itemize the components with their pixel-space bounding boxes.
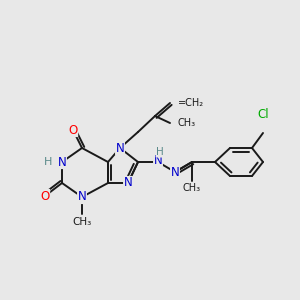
Text: CH₃: CH₃	[178, 118, 196, 128]
Text: N: N	[58, 155, 66, 169]
Text: H: H	[44, 157, 52, 167]
Text: O: O	[40, 190, 50, 202]
Text: CH₃: CH₃	[183, 183, 201, 193]
Text: Cl: Cl	[257, 107, 269, 121]
Text: O: O	[68, 124, 78, 136]
Text: N: N	[78, 190, 86, 203]
Text: N: N	[171, 167, 179, 179]
Text: H: H	[156, 147, 164, 157]
Text: =CH₂: =CH₂	[178, 98, 204, 108]
Text: N: N	[116, 142, 124, 154]
Text: CH₃: CH₃	[72, 217, 92, 227]
Text: N: N	[124, 176, 132, 190]
Text: N: N	[154, 154, 162, 167]
